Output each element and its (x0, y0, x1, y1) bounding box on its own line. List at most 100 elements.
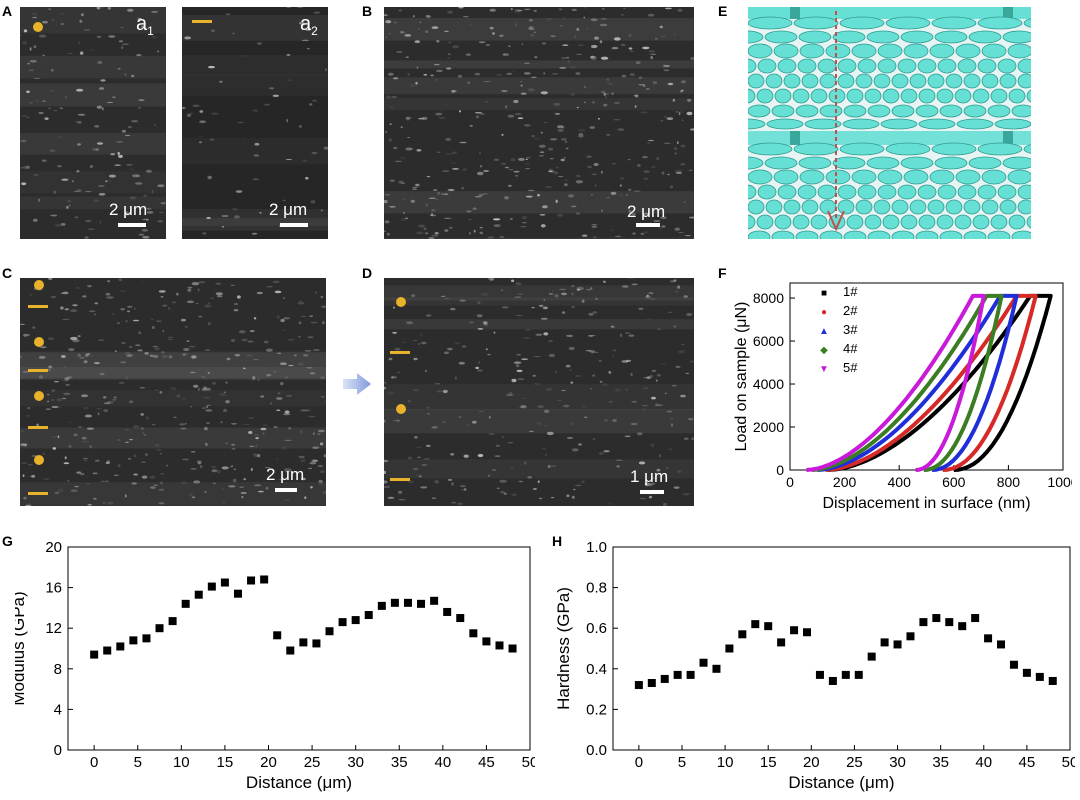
data-point (1009, 660, 1018, 669)
y-tick-label: 1.0 (586, 539, 607, 556)
x-tick-label: 35 (391, 754, 408, 771)
marker-dot-icon (396, 297, 406, 307)
y-tick-label: 6000 (753, 333, 784, 349)
marker-dot-icon (33, 22, 43, 32)
data-point (364, 611, 373, 620)
data-point (1035, 672, 1044, 681)
panel-label-g: G (2, 533, 13, 549)
sem-image-b: 2 μm (384, 7, 694, 239)
y-tick-label: 4 (54, 701, 62, 718)
data-point (220, 578, 229, 587)
x-tick-label: 20 (260, 754, 277, 771)
fiber-diagram-e (748, 7, 1031, 239)
data-point (777, 638, 786, 647)
data-point (430, 596, 439, 605)
marker-dot-icon (34, 337, 44, 347)
texture-grain (384, 7, 694, 239)
sem-texture (20, 7, 166, 239)
data-point (325, 627, 334, 636)
data-point (469, 629, 478, 638)
sem-image-d: 1 μm (384, 278, 694, 506)
x-tick-label: 40 (434, 754, 451, 771)
data-point (247, 576, 256, 585)
x-tick-label: 50 (1062, 754, 1075, 771)
panel-label-d: D (362, 265, 373, 281)
marker-dash-icon (390, 478, 410, 481)
x-axis-label: Displacement in surface (nm) (822, 495, 1030, 512)
fiber-ellipses (748, 7, 1031, 239)
x-tick-label: 25 (846, 754, 863, 771)
data-point (1048, 676, 1057, 685)
legend-label: 1# (843, 284, 858, 299)
data-point (207, 582, 216, 591)
data-point (647, 679, 656, 688)
data-point (815, 670, 824, 679)
sem-texture (384, 7, 694, 239)
data-point (790, 626, 799, 635)
data-point (103, 646, 112, 655)
depth-arrow-head-icon (827, 210, 845, 232)
sem-image-a1: a1 2 μm (20, 7, 166, 239)
x-tick-label: 20 (803, 754, 820, 771)
data-point (932, 614, 941, 623)
sem-texture (182, 7, 328, 235)
sem-texture (20, 278, 326, 506)
data-point (867, 652, 876, 661)
data-point (764, 622, 773, 631)
marker-dash-icon (192, 20, 212, 23)
legend-label: 5# (843, 360, 858, 375)
scale-bar-label: 2 μm (627, 202, 666, 221)
transition-arrow-icon (343, 373, 371, 395)
x-tick-label: 400 (888, 474, 912, 490)
marker-dash-icon (28, 305, 48, 308)
x-tick-label: 15 (217, 754, 234, 771)
data-point (495, 641, 504, 650)
y-tick-label: 0.2 (586, 701, 607, 718)
data-point (168, 617, 177, 626)
y-tick-label: 8 (54, 661, 62, 678)
y-tick-label: 0 (54, 742, 62, 759)
data-point (725, 644, 734, 653)
data-point (660, 674, 669, 683)
data-point (997, 640, 1006, 649)
scale-bar (640, 490, 664, 494)
data-point (403, 598, 412, 607)
x-tick-label: 0 (90, 754, 98, 771)
panel-label-f: F (718, 265, 727, 281)
panel-label-h: H (552, 533, 563, 549)
panel-label-b: B (362, 3, 373, 19)
x-tick-label: 15 (760, 754, 777, 771)
y-axis-label: Modulus (GPa) (15, 591, 28, 705)
plot-frame (612, 546, 1071, 751)
data-point (273, 631, 282, 640)
fiber-structure (748, 7, 1031, 239)
legend-label: 3# (843, 322, 858, 337)
load-curve-series-1 (828, 293, 1053, 472)
texture-grain (20, 7, 166, 239)
panel-label-c: C (2, 265, 13, 281)
data-point (390, 598, 399, 607)
data-point (142, 634, 151, 643)
chart-h-hardness: 0 5 10 15 20 25 30 35 40 45 50 0.0 0.2 0.4 0.6 0.8 1.0 Di… (555, 539, 1075, 792)
data-point (129, 636, 138, 645)
data-point (443, 607, 452, 616)
legend-marker-icon: ■ (821, 288, 827, 299)
data-point (338, 618, 347, 627)
data-point (673, 670, 682, 679)
y-tick-label: 0.4 (586, 661, 607, 678)
x-tick-label: 0 (786, 474, 794, 490)
scale-bar-label: 2 μm (266, 465, 305, 484)
panel-label-e: E (718, 3, 728, 19)
data-point (971, 614, 980, 623)
texture-grain (182, 7, 328, 235)
y-tick-label: 20 (45, 539, 62, 556)
x-tick-label: 35 (932, 754, 949, 771)
data-point (1022, 668, 1031, 677)
scale-bar (118, 223, 146, 227)
data-point (233, 589, 242, 598)
data-point (854, 670, 863, 679)
legend-marker-icon: ● (821, 307, 827, 318)
scale-bar-label: 2 μm (109, 200, 148, 219)
legend-label: 2# (843, 303, 858, 318)
